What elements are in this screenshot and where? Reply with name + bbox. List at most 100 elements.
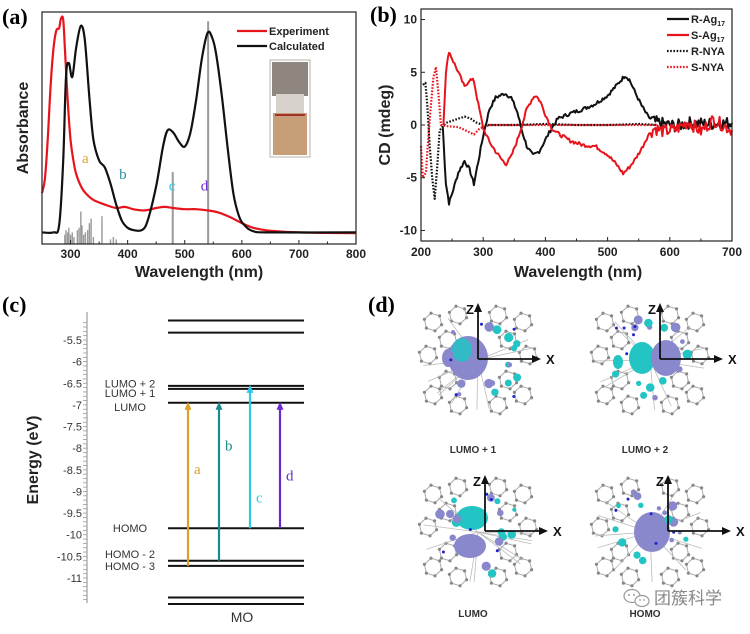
atom: [523, 574, 527, 578]
atom: [605, 329, 609, 333]
legend-label: S-Ag17: [691, 30, 725, 44]
orbital-lobe-negative: [616, 503, 621, 509]
atom: [677, 316, 681, 320]
arrow-head-icon: [656, 303, 664, 312]
orbital-lobe-negative: [644, 318, 653, 328]
atom: [627, 513, 631, 517]
orbital-lobe-negative: [487, 569, 497, 578]
energy-tick-label: -6.5: [63, 378, 82, 390]
atom: [685, 504, 689, 508]
legend-label: R-Ag17: [691, 14, 725, 28]
atom: [591, 359, 596, 363]
atom: [519, 384, 523, 388]
atom: [499, 556, 503, 560]
atom: [620, 347, 624, 351]
orbital-lobe-positive: [435, 509, 445, 519]
transition-label-b: b: [225, 438, 233, 454]
atom: [515, 513, 519, 517]
atom: [519, 311, 523, 315]
atom: [637, 578, 641, 582]
atom: [621, 319, 626, 323]
atom: [612, 495, 616, 499]
atom: [458, 322, 462, 326]
bond: [477, 531, 524, 561]
atom: [513, 544, 517, 548]
orbital-lobe-positive: [670, 322, 681, 333]
atom: [671, 384, 676, 388]
atom: [601, 384, 605, 388]
atom: [619, 482, 624, 486]
atom: [669, 375, 674, 379]
orbital-lobe-negative: [494, 498, 501, 505]
atom: [444, 369, 448, 373]
atom: [686, 399, 691, 403]
atom: [596, 571, 601, 575]
atom: [503, 479, 507, 483]
atom: [435, 528, 439, 532]
atom: [610, 486, 614, 490]
atom: [626, 476, 630, 480]
atom: [661, 491, 666, 495]
energy-tick-label: -5.5: [63, 335, 82, 347]
atom: [440, 495, 444, 499]
atom: [424, 344, 428, 348]
atom: [448, 519, 452, 523]
orbital-lobe-positive: [667, 501, 678, 511]
atom: [589, 522, 594, 526]
atom: [619, 310, 624, 314]
energy-tick-label: -9.5: [63, 508, 82, 520]
mo-level-label: HOMO - 3: [105, 561, 155, 573]
vial-cap: [272, 62, 308, 96]
atom: [503, 307, 507, 311]
atom: [630, 494, 634, 498]
atom: [661, 581, 666, 585]
atom: [594, 317, 599, 321]
orbital-lobe-negative: [504, 332, 514, 343]
atom: [533, 519, 537, 523]
nitrogen-atom: [468, 528, 472, 531]
atom: [675, 397, 679, 401]
atom: [687, 513, 691, 517]
atom: [619, 572, 624, 576]
atom: [661, 319, 666, 323]
energy-tick-label: -7: [72, 400, 82, 412]
nitrogen-atom: [454, 393, 458, 397]
atom: [705, 347, 709, 351]
orbital-lobe-positive: [494, 537, 504, 546]
atom: [489, 491, 493, 495]
atom: [621, 581, 626, 585]
atom: [607, 356, 611, 360]
nitrogen-atom: [449, 358, 453, 362]
orbital-lobe-negative: [513, 340, 521, 348]
atom: [494, 304, 498, 308]
y-tick-label: 5: [410, 65, 417, 79]
atom: [687, 341, 691, 345]
atom: [611, 384, 616, 388]
panel-c-ylabel: Energy (eV): [25, 416, 42, 505]
atom: [422, 562, 426, 566]
atom: [429, 384, 433, 388]
atom: [504, 541, 508, 545]
atom: [687, 381, 691, 385]
atom: [499, 516, 503, 520]
nitrogen-atom: [625, 352, 629, 356]
atom: [433, 501, 437, 505]
orbital-lobe-negative: [512, 507, 517, 512]
atom: [523, 329, 527, 333]
orbital-lobe-positive: [452, 514, 462, 524]
atom: [433, 519, 437, 523]
atom: [685, 372, 689, 376]
atom: [700, 534, 704, 538]
atom: [513, 504, 517, 508]
atom: [498, 322, 502, 326]
atom: [684, 317, 689, 321]
atom: [630, 322, 634, 326]
orbital-lobe-positive: [662, 510, 668, 516]
atom: [487, 310, 491, 314]
atom: [438, 387, 442, 391]
atom: [605, 347, 609, 351]
orbital-lobe-positive: [454, 534, 486, 558]
nitrogen-atom: [622, 326, 626, 330]
panel-b-label: (b): [370, 2, 397, 27]
